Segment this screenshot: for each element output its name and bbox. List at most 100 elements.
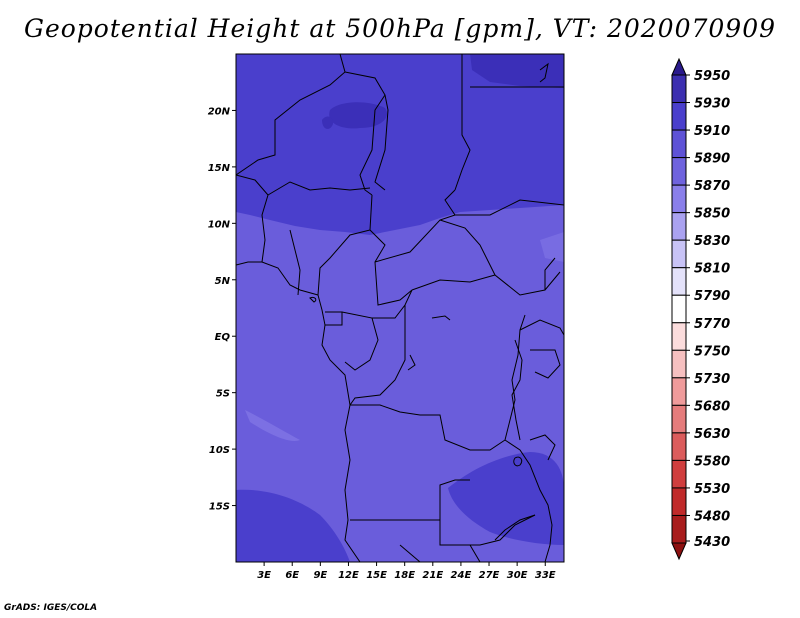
- colorbar-top-triangle: [671, 57, 687, 76]
- x-tick-label: 15E: [366, 570, 387, 581]
- border-path: [344, 404, 361, 562]
- colorbar-segment: [671, 377, 687, 406]
- border-path: [374, 94, 389, 191]
- colorbar-segment: [671, 267, 687, 296]
- colorbar-label: 5850: [694, 207, 730, 222]
- border-path: [341, 311, 379, 371]
- border-path: [349, 305, 406, 406]
- border-path: [317, 294, 351, 406]
- colorbar-label: 5810: [694, 262, 730, 277]
- border-path: [374, 214, 456, 263]
- field-5850-streak: [245, 410, 300, 441]
- colorbar-segment: [671, 239, 687, 269]
- colorbar-segment: [671, 294, 687, 324]
- height-field: [236, 54, 564, 562]
- border-path: [439, 514, 536, 546]
- y-tick-label: 5N: [215, 276, 231, 287]
- colorbar-label: 5870: [694, 179, 730, 194]
- colorbar-segment: [671, 74, 687, 104]
- x-tick-label: 9E: [313, 570, 327, 581]
- border-path: [350, 404, 506, 451]
- field-5910-sahel: [329, 102, 388, 129]
- border-path: [236, 174, 269, 263]
- y-tick-label: 15N: [208, 163, 231, 174]
- border-path: [344, 71, 386, 196]
- colorbar-label: 5830: [694, 234, 730, 249]
- border-path: [317, 194, 373, 296]
- colorbar-label: 5950: [694, 69, 730, 84]
- colorbar-label: 5430: [694, 535, 730, 550]
- colorbar-segment: [671, 129, 687, 159]
- colorbar-segment: [671, 212, 687, 241]
- border-path: [513, 456, 523, 467]
- field-5910-ne: [470, 54, 564, 88]
- x-axis: 3E 6E 9E 12E 15E 18E 21E 24E 27E 30E 33E: [257, 562, 556, 581]
- y-tick-label: 15S: [209, 502, 230, 513]
- field-5890-sw: [236, 489, 350, 562]
- colorbar-label: 5480: [694, 509, 730, 524]
- border-path: [494, 514, 536, 541]
- y-tick-label: 5S: [216, 389, 230, 400]
- x-tick-label: 6E: [285, 570, 299, 581]
- colorbar-label: 5890: [694, 152, 730, 167]
- border-path: [529, 434, 556, 461]
- border-path: [289, 229, 301, 296]
- country-borders: [236, 54, 564, 562]
- border-path: [411, 274, 496, 291]
- colorbar-label: 5930: [694, 97, 730, 112]
- x-tick-label: 30E: [507, 570, 528, 581]
- border-path: [325, 311, 343, 326]
- colorbar-label: 5630: [694, 427, 730, 442]
- border-path: [350, 479, 470, 521]
- colorbar-segment: [671, 157, 687, 186]
- field-5910-small: [322, 116, 334, 129]
- border-path: [469, 544, 481, 562]
- map-frame: [235, 53, 565, 563]
- border-path: [544, 257, 556, 290]
- field-5850-east: [540, 232, 564, 262]
- border-path: [236, 54, 346, 176]
- x-tick-label: 27E: [479, 570, 500, 581]
- y-axis: 20N 15N 10N 5N EQ 5S 10S 15S: [208, 106, 236, 513]
- y-tick-label: 10N: [208, 219, 231, 230]
- colorbar-segment: [671, 432, 687, 461]
- border-path: [309, 297, 317, 303]
- x-tick-label: 3E: [257, 570, 271, 581]
- border-path: [399, 544, 421, 562]
- colorbar-segment: [671, 459, 687, 489]
- field-5890-se: [448, 452, 564, 545]
- border-path: [504, 439, 553, 562]
- x-tick-label: 21E: [422, 570, 443, 581]
- border-path: [511, 339, 523, 441]
- chart-title: Geopotential Height at 500hPa [gpm], VT:…: [23, 14, 777, 43]
- colorbar-segment: [671, 102, 687, 131]
- border-path: [444, 189, 564, 216]
- colorbar-segment: [671, 404, 687, 434]
- colorbar-segment: [671, 514, 687, 544]
- colorbar-label: 5680: [694, 399, 730, 414]
- colorbar-segment: [671, 349, 687, 379]
- border-path: [454, 54, 471, 191]
- credit-text: GrADS: IGES/COLA: [4, 603, 98, 613]
- border-path: [407, 354, 416, 371]
- y-tick-label: 20N: [208, 106, 231, 117]
- border-path: [519, 319, 564, 336]
- colorbar-label: 5790: [694, 289, 730, 304]
- border-path: [539, 62, 549, 83]
- y-tick-label: 10S: [209, 445, 230, 456]
- colorbar-label: 5750: [694, 344, 730, 359]
- colorbar-label: 5910: [694, 124, 730, 139]
- border-path: [267, 181, 371, 196]
- colorbar-label: 5770: [694, 317, 730, 332]
- border-path: [530, 349, 561, 379]
- border-path: [369, 229, 413, 306]
- colorbar-segment: [671, 184, 687, 214]
- border-path: [431, 315, 451, 321]
- colorbar-label: 5580: [694, 454, 730, 469]
- colorbar-label: 5730: [694, 372, 730, 387]
- colorbar-segment: [671, 487, 687, 516]
- border-path: [236, 261, 319, 296]
- x-tick-label: 12E: [338, 570, 359, 581]
- colorbar: 5950 5930 5910 5890 5870 5850 5830 5810 5790 5770…: [671, 57, 730, 561]
